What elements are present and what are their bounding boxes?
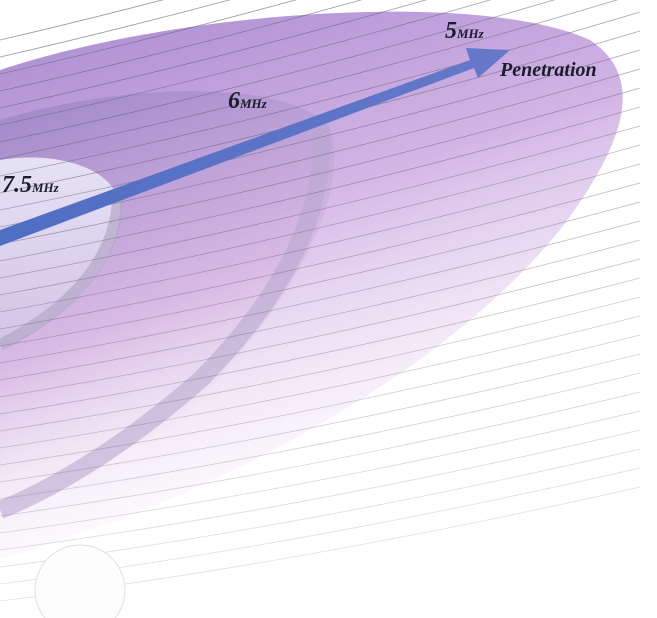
- stripe-line: [0, 315, 641, 449]
- stripe-line: [0, 353, 641, 483]
- label-7-5: 7.5MHz: [2, 172, 60, 198]
- stripe-line: [0, 391, 641, 517]
- stripe-line: [0, 144, 641, 296]
- stripe-line: [0, 334, 641, 466]
- stripe-line: [0, 220, 641, 364]
- freq-unit: MHz: [31, 180, 60, 195]
- stripe-line: [0, 410, 641, 534]
- stripe-line: [0, 182, 641, 330]
- inner-zone-edge: [0, 199, 124, 351]
- stripe-line: [0, 0, 492, 126]
- penetration-arrow: [0, 48, 510, 246]
- stripe-line: [0, 239, 641, 381]
- mid-zone-edge: [0, 118, 331, 519]
- label-6: 6MHz: [228, 88, 268, 114]
- stripe-line: [0, 0, 164, 41]
- arrow-label: Penetration: [499, 59, 597, 81]
- freq-value: 7.5: [2, 172, 32, 198]
- stripe-line: [0, 0, 555, 143]
- stripe-line: [0, 0, 297, 75]
- freq-value: 6: [228, 88, 240, 114]
- stripe-line: [0, 296, 641, 432]
- stripe-line: [0, 163, 641, 313]
- freq-unit: MHz: [239, 96, 268, 111]
- stripe-line: [0, 372, 641, 500]
- stripe-line: [0, 258, 641, 398]
- stripe-line: [0, 0, 363, 92]
- stripe-line: [0, 429, 641, 551]
- stripe-line: [0, 277, 641, 415]
- label-5: 5MHz: [445, 18, 485, 44]
- stripe-line: [0, 125, 641, 279]
- stripe-line: [0, 87, 641, 245]
- stripe-line: [0, 49, 641, 211]
- stripe-line: [0, 0, 231, 58]
- stripe-line: [0, 106, 641, 262]
- stripe-line: [0, 201, 641, 347]
- stripe-line: [0, 0, 428, 109]
- stripe-line: [0, 11, 641, 177]
- freq-value: 5: [445, 18, 457, 44]
- freq-unit: MHz: [456, 26, 485, 41]
- stripe-line: [0, 0, 619, 160]
- corner-disc: [34, 544, 126, 618]
